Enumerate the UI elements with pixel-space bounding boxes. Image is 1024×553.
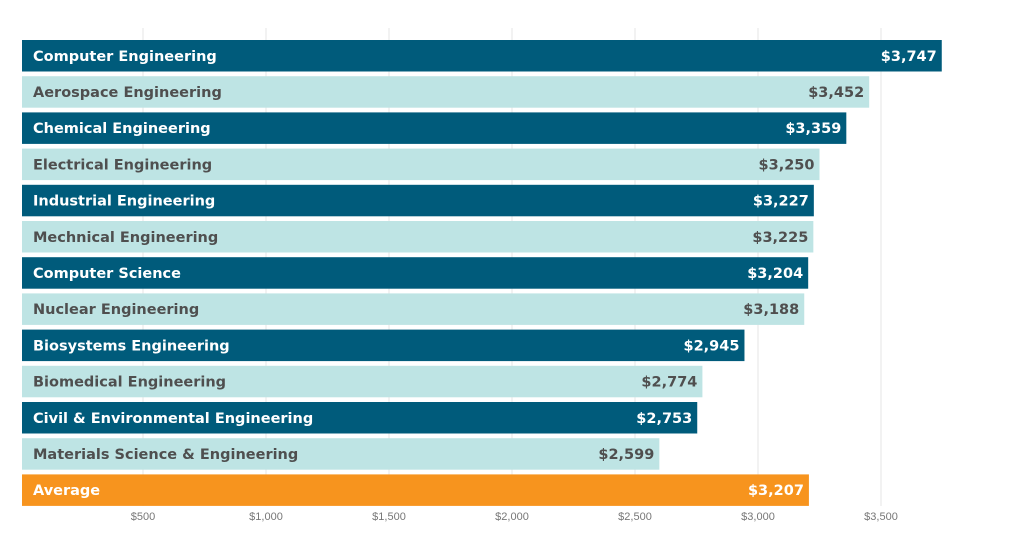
x-tick-label: $2,000 [495, 511, 529, 523]
bar [22, 402, 698, 434]
bar [22, 438, 660, 470]
bar [22, 329, 745, 362]
bar [22, 474, 809, 506]
x-tick-label: $1,500 [372, 511, 406, 523]
x-tick-label: $3,000 [741, 511, 775, 523]
x-tick-label: $1,000 [249, 511, 283, 523]
bar [22, 40, 942, 72]
category-label: Materials Science & Engineering [33, 447, 298, 463]
category-label: Computer Engineering [33, 49, 217, 65]
data-label: $3,207 [748, 483, 804, 499]
data-label: $2,753 [636, 411, 692, 427]
category-label: Aerospace Engineering [33, 85, 222, 101]
data-label: $3,250 [759, 157, 815, 173]
data-label: $3,452 [808, 85, 864, 101]
category-label: Biomedical Engineering [33, 375, 226, 391]
category-label: Electrical Engineering [33, 157, 212, 173]
x-tick-label: $3,500 [864, 511, 898, 523]
data-label: $3,204 [747, 266, 803, 282]
bar [22, 112, 847, 144]
x-tick-label: $500 [131, 511, 155, 523]
category-label: Biosystems Engineering [33, 338, 230, 354]
bar [22, 221, 814, 253]
data-label: $2,599 [598, 447, 654, 463]
data-label: $2,945 [684, 338, 740, 354]
data-label: $3,747 [881, 49, 937, 65]
data-label: $3,225 [752, 230, 808, 246]
category-label: Industrial Engineering [33, 194, 215, 210]
category-label: Civil & Environmental Engineering [33, 411, 313, 427]
category-label: Nuclear Engineering [33, 302, 199, 318]
bar [22, 76, 870, 108]
category-label: Chemical Engineering [33, 121, 211, 137]
category-label: Average [33, 483, 100, 499]
bar [22, 365, 703, 398]
data-label: $3,227 [753, 194, 809, 210]
data-label: $3,188 [743, 302, 799, 318]
category-label: Mechnical Engineering [33, 230, 218, 246]
bar [22, 257, 809, 289]
bar [22, 293, 805, 325]
bar [22, 148, 820, 181]
bar [22, 184, 814, 217]
data-label: $2,774 [641, 375, 697, 391]
category-label: Computer Science [33, 266, 181, 282]
data-label: $3,359 [785, 121, 841, 137]
x-tick-label: $2,500 [618, 511, 652, 523]
